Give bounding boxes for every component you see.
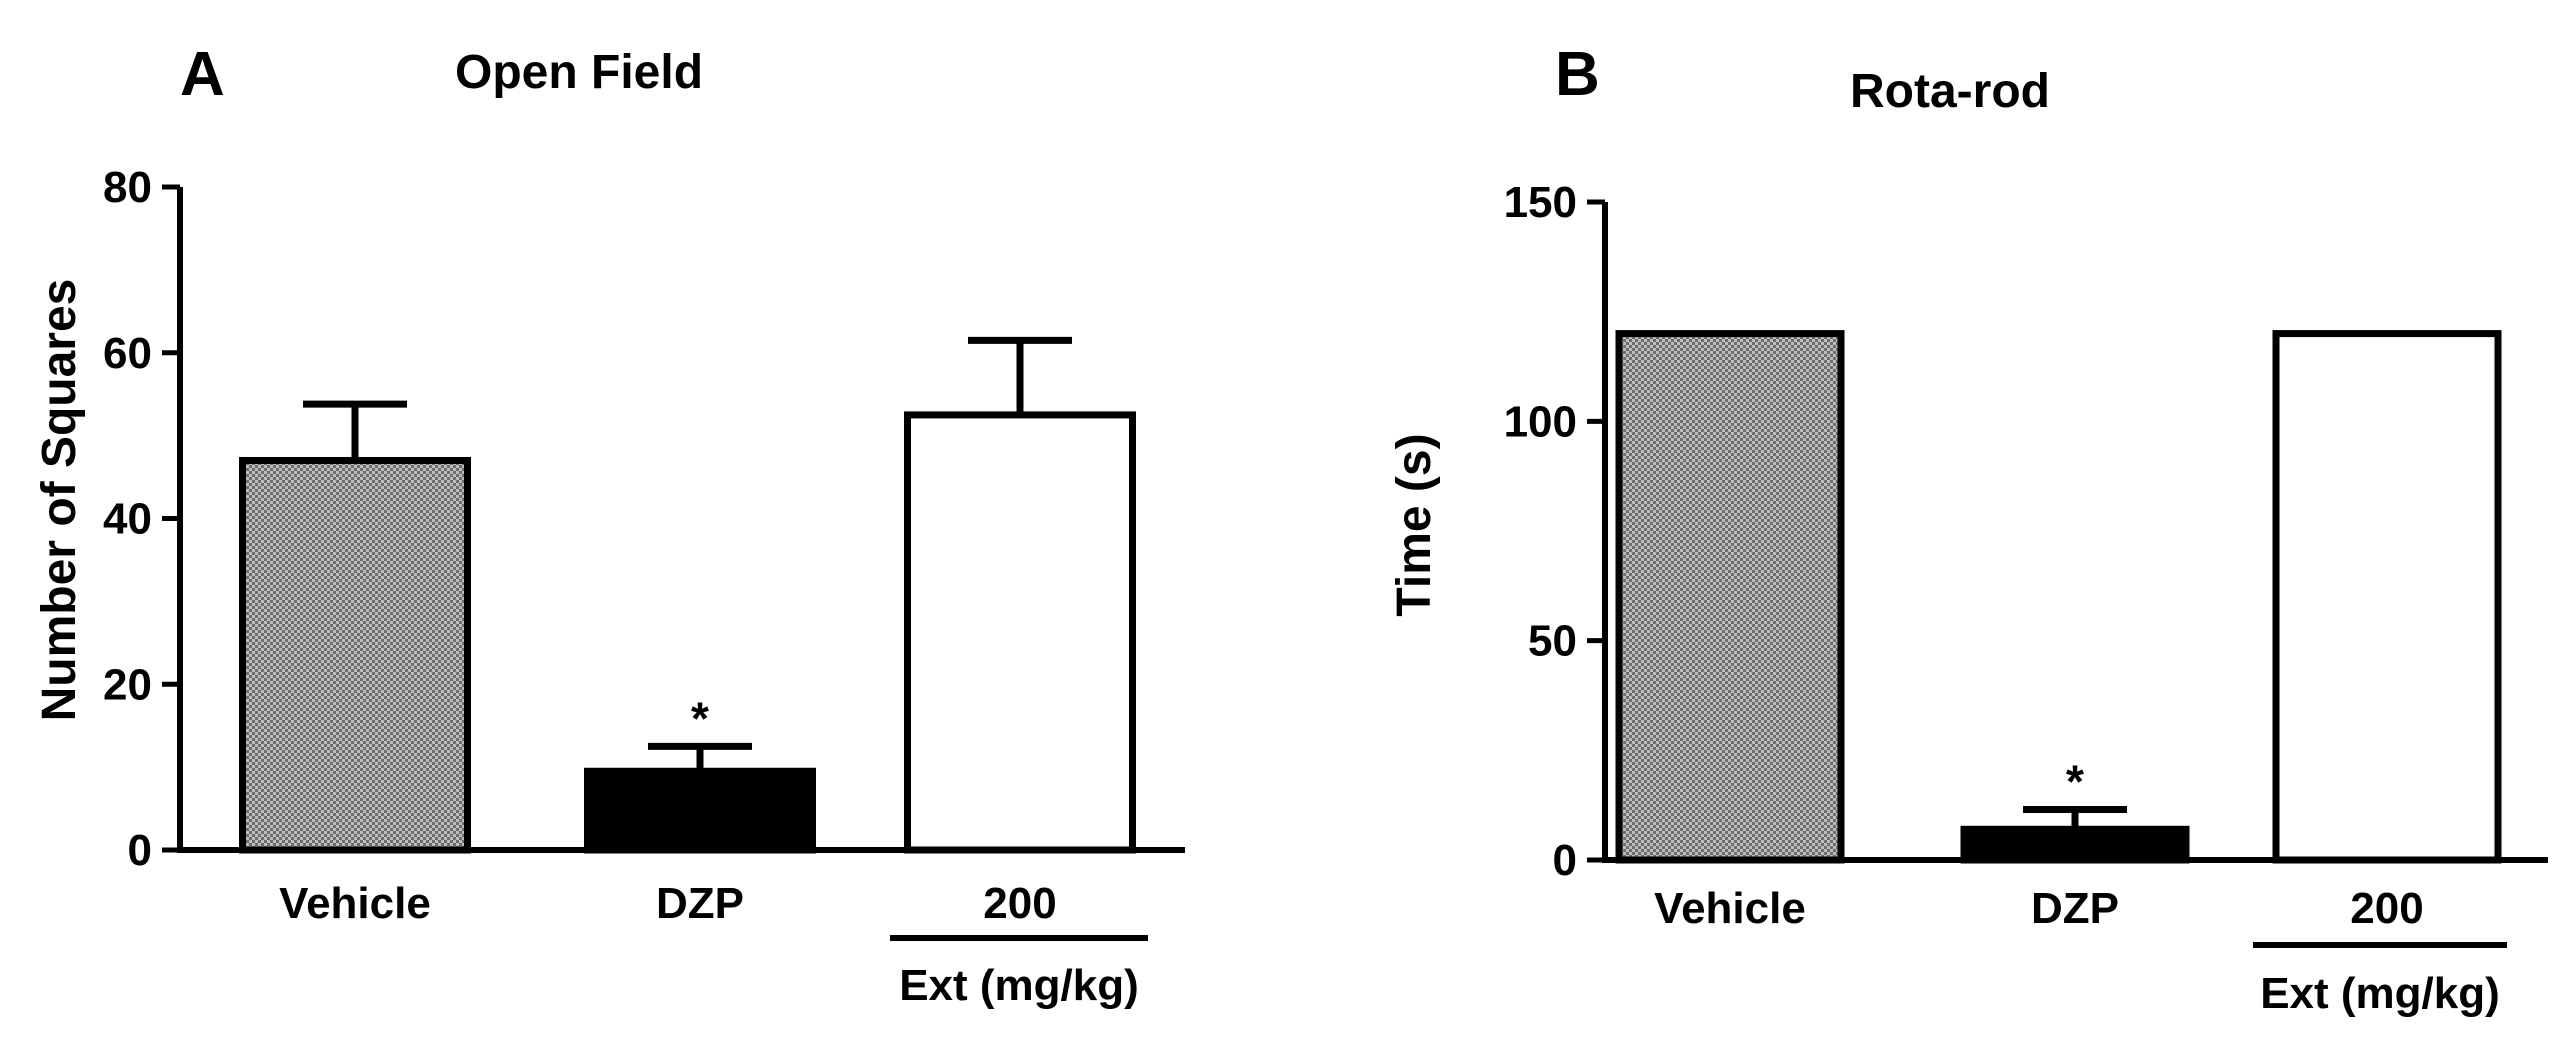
panel-b-y-tick-label: 150 — [1504, 178, 1577, 227]
panel-a-y-axis-title: Number of Squares — [33, 279, 86, 722]
panel-a-bar-200 — [904, 411, 1136, 854]
panel-a-category-label: 200 — [983, 879, 1056, 928]
panel-b-letter: B — [1555, 40, 1600, 109]
panel-a-y-tick-label: 0 — [128, 826, 152, 875]
panel-b-group-label: Ext (mg/kg) — [2260, 969, 2500, 1018]
panel-a-plot: * 0 20 40 60 80 Vehicle DZP 200 Ext (mg/kg) — [103, 163, 1185, 1010]
panel-a-category-label: DZP — [656, 879, 744, 928]
panel-a-y-tick-label: 40 — [103, 495, 152, 544]
panel-a-bar-dzp — [584, 767, 816, 854]
panel-b-bar-dzp — [1960, 825, 2190, 864]
panel-a-y-tick-label: 80 — [103, 163, 152, 212]
panel-a-category-label: Vehicle — [279, 879, 431, 928]
panel-a-letter: A — [180, 40, 225, 109]
panel-b-significance-mark: * — [2066, 756, 2084, 808]
panel-b-title: Rota-rod — [1850, 65, 2050, 118]
panel-b-bar-200 — [2272, 330, 2502, 864]
panel-b-y-axis-title: Time (s) — [1388, 433, 1441, 616]
panel-a-group-label: Ext (mg/kg) — [899, 961, 1139, 1010]
panel-a-y-tick-label: 20 — [103, 660, 152, 709]
panel-a-title: Open Field — [455, 46, 703, 99]
panel-b-y-tick-label: 100 — [1504, 397, 1577, 446]
panel-a-y-tick-label: 60 — [103, 329, 152, 378]
panel-b-bar-vehicle — [1615, 330, 1845, 864]
panel-b-y-tick-label: 0 — [1553, 836, 1577, 885]
panel-b-category-label: 200 — [2350, 884, 2423, 933]
panel-b-category-label: Vehicle — [1654, 884, 1806, 933]
panel-b-y-tick-label: 50 — [1528, 617, 1577, 666]
panel-b-plot: * 0 50 100 150 Vehicle DZP 200 Ext (mg/kg) — [1504, 178, 2548, 1018]
panel-a-significance-mark: * — [691, 692, 709, 744]
panel-b-category-label: DZP — [2031, 884, 2119, 933]
panel-a-bar-vehicle — [239, 456, 471, 854]
